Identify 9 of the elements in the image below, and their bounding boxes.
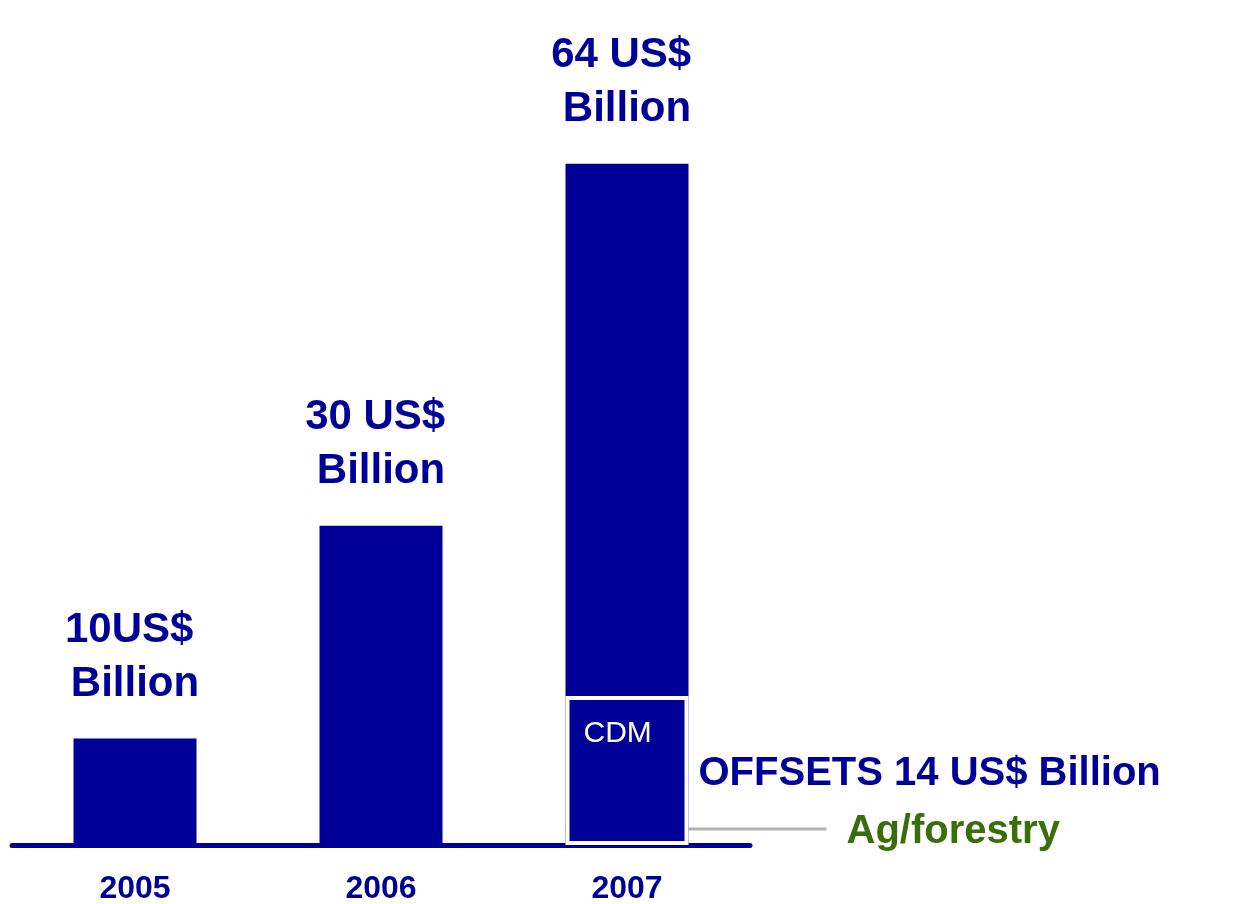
x-tick-label: 2005 [99, 869, 171, 904]
x-tick-label: 2006 [345, 869, 417, 904]
data-label: 10US$ Billion [64, 604, 206, 706]
x-tick-label: 2007 [591, 869, 663, 904]
text: Ag/forestry [846, 807, 1061, 851]
data-label: 64 US$ Billion [551, 29, 703, 131]
data-label: 30 US$ Billion [305, 391, 457, 493]
data-label: OFFSETS 14 US$ Billion [698, 748, 1161, 793]
series-label: CDM [583, 714, 652, 748]
